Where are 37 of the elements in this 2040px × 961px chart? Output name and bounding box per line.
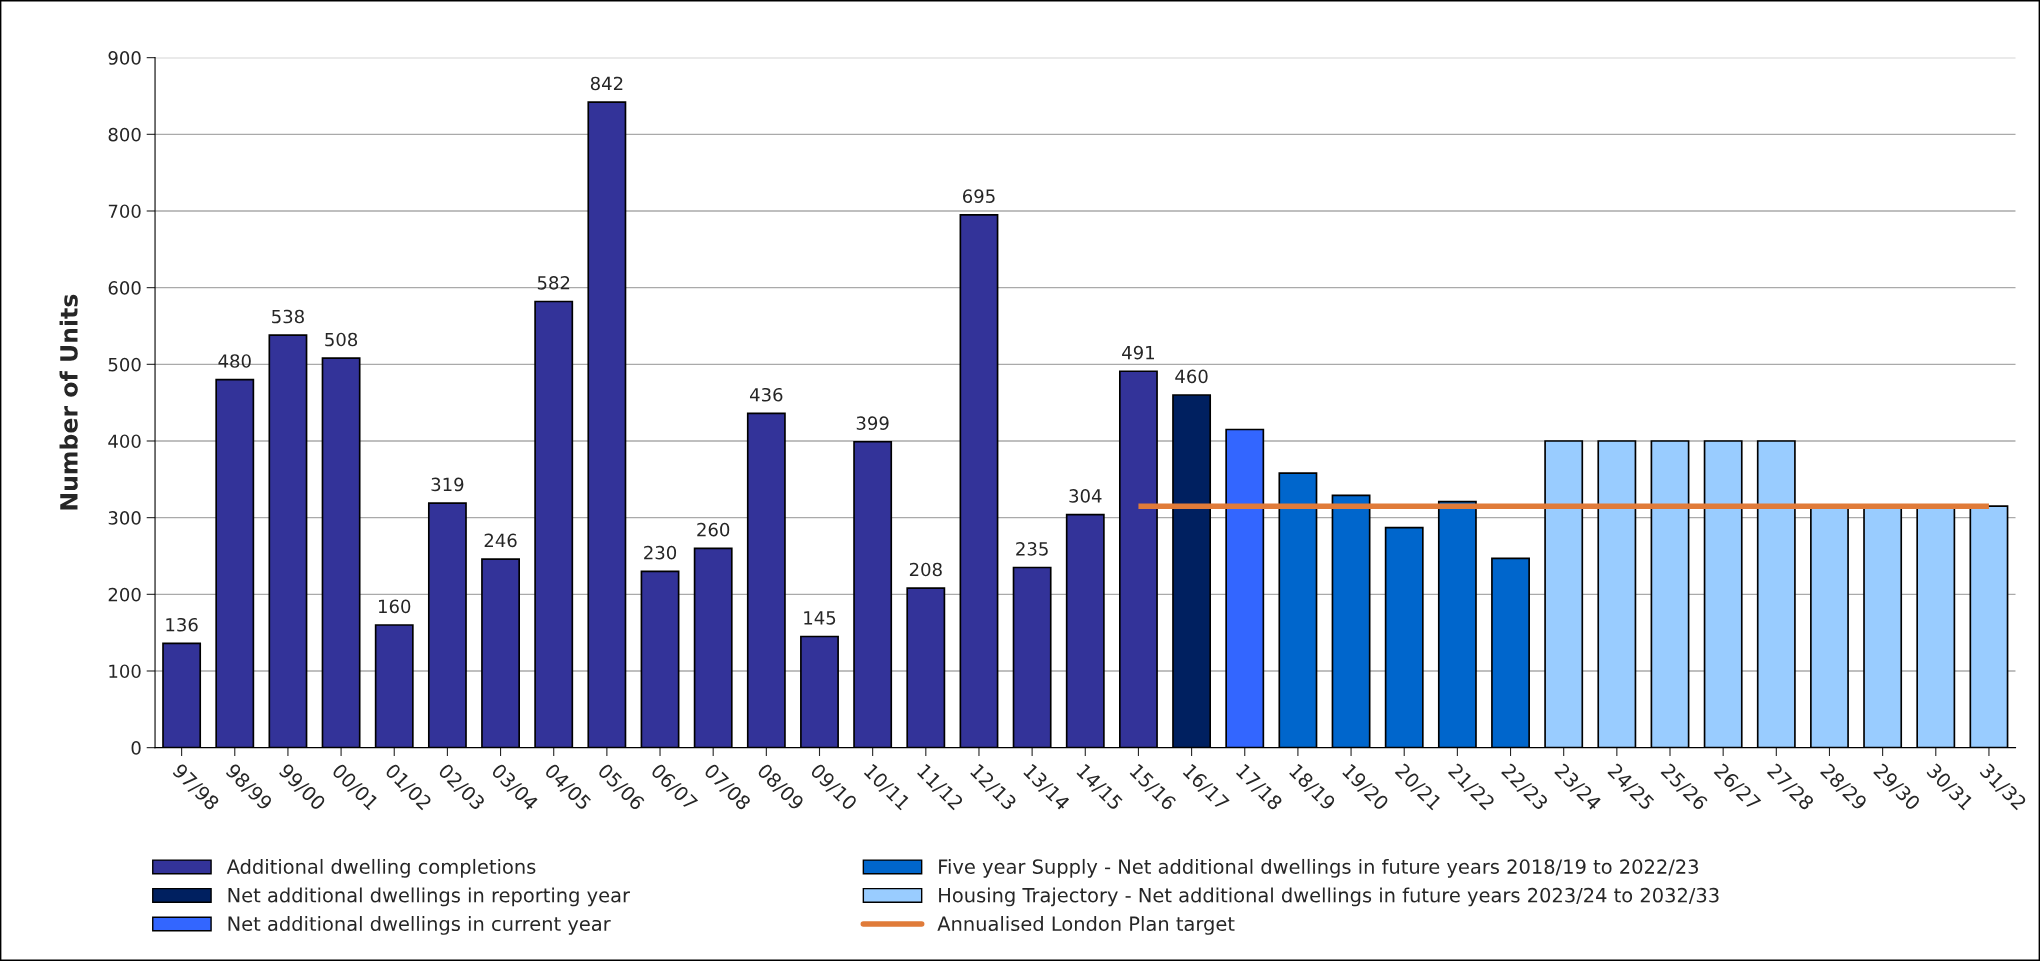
y-tick-label: 100: [109, 664, 141, 679]
y-tick-label: 300: [108, 511, 141, 525]
legend-label: Net additional dwellings in reporting year: [228, 887, 631, 907]
legend-label: Five year Supply - Net additional dwellings in future years 2018/19 to 2022/23: [939, 858, 1699, 878]
data-label: 208: [909, 562, 942, 577]
y-tick-label: 600: [108, 281, 141, 295]
legend-label: Net additional dwellings in current year: [228, 916, 611, 935]
y-tick-label: 900: [108, 51, 141, 65]
y-axis-title: Number of Units: [59, 294, 78, 510]
y-tick-label: 500: [108, 357, 141, 372]
legend-label: Annualised London Plan target: [937, 916, 1235, 935]
data-label: 136: [166, 617, 198, 632]
legend-label: Housing Trajectory - Net additional dwellings in future years 2023/24 to 2032/33: [939, 887, 1719, 907]
data-label: 230: [644, 545, 677, 560]
data-label: 160: [379, 599, 411, 614]
data-label: 695: [963, 189, 995, 203]
y-tick-label: 0: [131, 741, 141, 755]
data-label: 491: [1122, 345, 1154, 360]
data-label: 538: [272, 309, 304, 324]
data-label: 304: [1069, 489, 1102, 503]
data-label: 480: [218, 354, 251, 368]
data-label: 508: [325, 332, 358, 347]
data-label: 460: [1175, 369, 1208, 384]
legend-label: Additional dwelling completions: [226, 858, 536, 878]
y-tick-label: 800: [108, 127, 141, 142]
y-tick-label: 700: [108, 204, 141, 219]
data-label: 235: [1016, 542, 1048, 556]
y-tick-label: 200: [108, 587, 141, 602]
data-label: 436: [749, 387, 783, 402]
data-label: 246: [484, 533, 517, 548]
data-label: 842: [590, 76, 623, 91]
data-label: 145: [804, 611, 836, 625]
data-label: 319: [431, 477, 464, 492]
data-label: 582: [537, 275, 570, 290]
y-tick-label: 400: [108, 434, 141, 449]
data-label: 399: [856, 416, 889, 430]
data-label: 260: [697, 522, 730, 537]
